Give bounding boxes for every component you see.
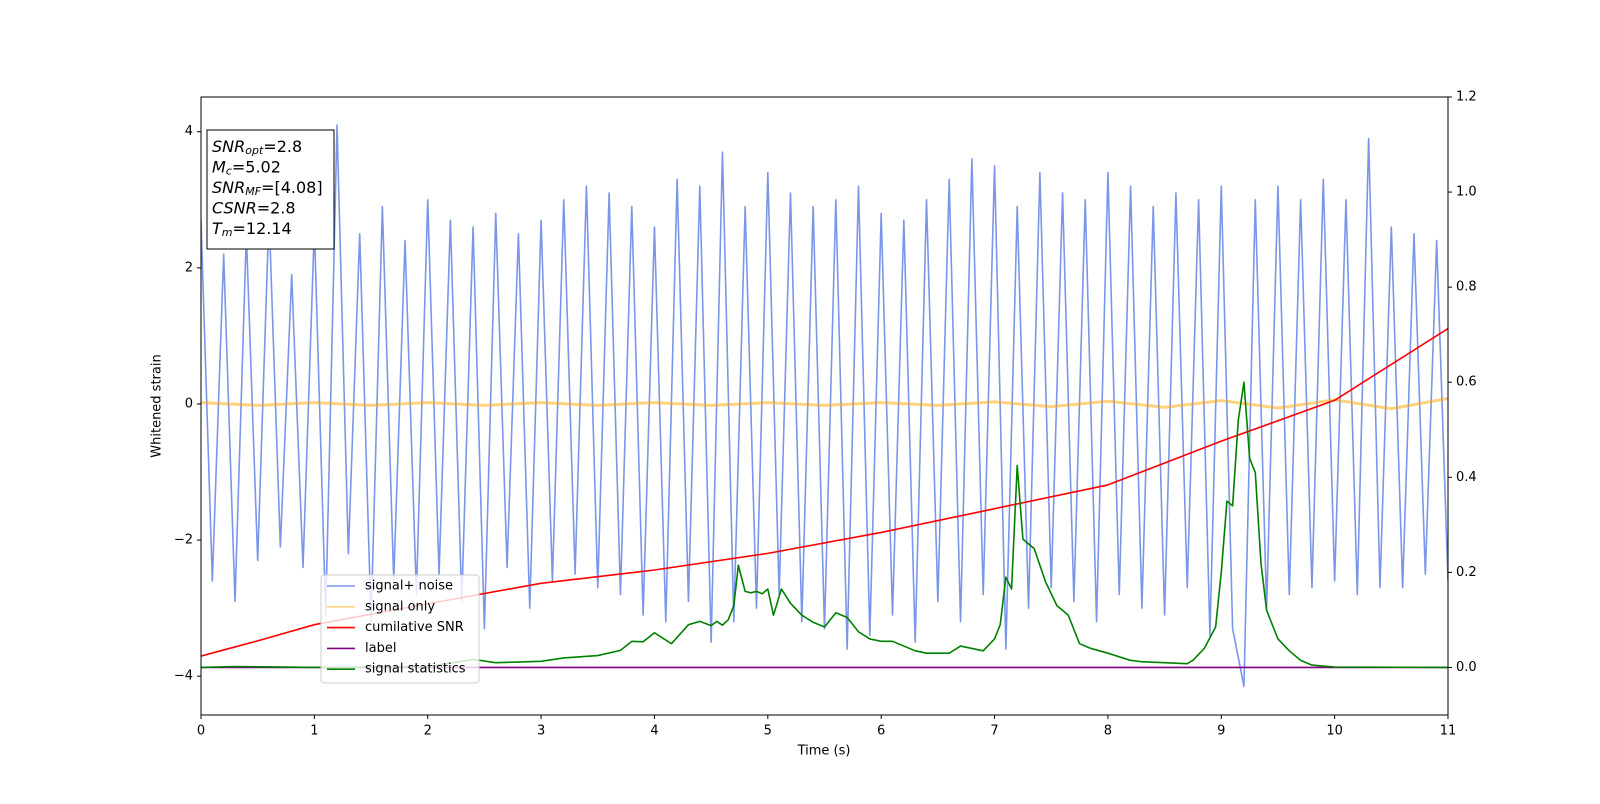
annotation-value: =[4.08] — [261, 178, 323, 197]
legend: signal+ noise signal only cumilative SNR la… — [320, 574, 480, 684]
y-axis-label: Whitened strain — [150, 354, 165, 457]
legend-label: label — [365, 641, 396, 656]
legend-label: signal statistics — [365, 662, 466, 677]
annotation-value: =2.8 — [263, 137, 302, 156]
y-tick-label: −4 — [174, 669, 193, 684]
x-tick-label: 9 — [1217, 724, 1225, 739]
annotation-symbol: SNR — [212, 137, 245, 156]
x-tick-label: 11 — [1440, 724, 1457, 739]
y-tick-label: −2 — [174, 533, 193, 548]
x-tick-label: 7 — [990, 724, 998, 739]
y2-tick-label: 0.2 — [1456, 565, 1477, 580]
annotation-value: =2.8 — [257, 198, 296, 217]
legend-label: cumilative SNR — [365, 620, 464, 635]
annotation-line: SNRopt=2.8 — [212, 137, 302, 158]
series-line — [201, 381, 1448, 669]
x-tick-label: 5 — [764, 724, 772, 739]
x-tick-label: 1 — [310, 724, 318, 739]
annotation-symbol: SNR — [212, 178, 245, 197]
y2-tick-label: 0.6 — [1456, 375, 1477, 390]
y2-tick-label: 0.0 — [1456, 660, 1477, 675]
y-tick-label: 2 — [185, 260, 193, 275]
annotation-line: Mc=5.02 — [212, 157, 281, 178]
legend-label: signal+ noise — [365, 579, 453, 594]
annotation-subscript: opt — [245, 144, 264, 157]
y2-tick-label: 1.0 — [1456, 185, 1477, 200]
annotation-line: CSNR=2.8 — [212, 198, 296, 217]
x-axis-label: Time (s) — [797, 744, 851, 759]
annotation-box: SNRopt=2.8Mc=5.02SNRMF=[4.08]CSNR=2.8Tm=… — [206, 129, 335, 250]
legend-frame — [320, 574, 480, 684]
annotation-subscript: m — [222, 226, 233, 239]
x-tick-label: 8 — [1104, 724, 1112, 739]
y2-tick-label: 0.4 — [1456, 470, 1477, 485]
x-tick-label: 10 — [1326, 724, 1343, 739]
annotation-symbol: T — [212, 219, 223, 238]
series-line — [201, 327, 1448, 657]
annotation-symbol: M — [212, 157, 226, 176]
y2-tick-label: 1.2 — [1456, 90, 1477, 105]
legend-label: signal only — [365, 599, 435, 614]
y2-tick-label: 0.8 — [1456, 280, 1477, 295]
y-tick-label: 0 — [185, 396, 193, 411]
x-tick-label: 3 — [537, 724, 545, 739]
annotation-subscript: MF — [245, 185, 261, 198]
annotation-symbol: CSNR — [212, 198, 257, 217]
annotation-line: SNRMF=[4.08] — [212, 178, 323, 199]
x-tick-label: 4 — [650, 724, 658, 739]
annotation-frame — [206, 129, 335, 250]
annotation-subscript: c — [226, 165, 232, 178]
annotation-value: =12.14 — [233, 219, 292, 238]
x-tick-label: 0 — [197, 724, 205, 739]
plot-frame — [200, 96, 1449, 716]
x-tick-label: 6 — [877, 724, 885, 739]
y-tick-label: 4 — [185, 124, 193, 139]
annotation-value: =5.02 — [232, 157, 281, 176]
x-tick-label: 2 — [424, 724, 432, 739]
annotation-line: Tm=12.14 — [212, 219, 292, 240]
